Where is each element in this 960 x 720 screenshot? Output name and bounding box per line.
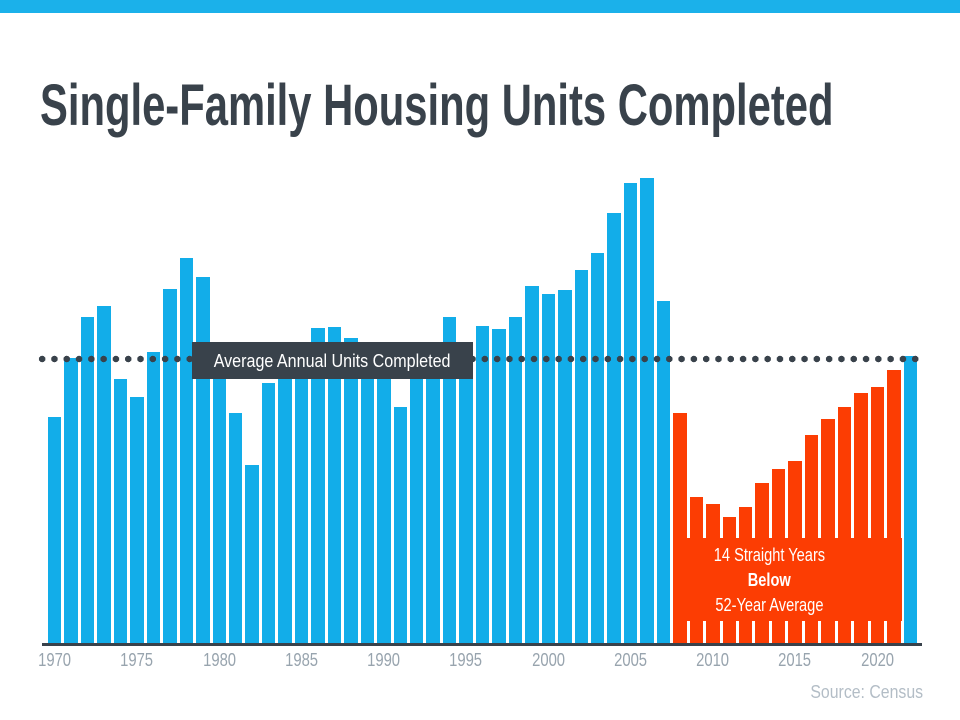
bar-1995 xyxy=(459,343,473,643)
bar-1993 xyxy=(426,351,440,643)
bar-1988 xyxy=(344,338,358,643)
source-credit: Source: Census xyxy=(810,682,923,702)
bar-1981 xyxy=(228,413,243,643)
bar-1976 xyxy=(146,352,161,643)
bar-1994 xyxy=(442,317,457,643)
x-tick-label: 2020 xyxy=(860,649,894,670)
bar-1989 xyxy=(360,355,375,643)
x-tick-1985: 1985 xyxy=(266,650,336,670)
bar-1992 xyxy=(409,372,424,643)
average-line-label-box: Average Annual Units Completed xyxy=(192,342,473,379)
bar-1986 xyxy=(311,328,325,643)
annotation-line-2: Below xyxy=(747,569,791,590)
bar-1998 xyxy=(508,317,523,643)
bar-2006 xyxy=(640,178,654,643)
top-accent-bar xyxy=(0,0,960,13)
bar-1982 xyxy=(245,465,259,643)
x-tick-label: 1970 xyxy=(38,649,72,670)
x-tick-2010: 2010 xyxy=(678,650,748,670)
x-tick-1990: 1990 xyxy=(349,650,419,670)
x-tick-label: 2015 xyxy=(778,649,812,670)
x-tick-1995: 1995 xyxy=(431,650,501,670)
x-tick-label: 1975 xyxy=(120,649,154,670)
bar-1997 xyxy=(492,329,506,643)
bar-1975 xyxy=(130,397,144,643)
x-tick-label: 1985 xyxy=(285,649,318,670)
bar-1991 xyxy=(393,407,407,643)
below-average-banner: 14 Straight Years Below 52-Year Average xyxy=(673,538,902,621)
bar-2002 xyxy=(574,270,588,643)
x-tick-1975: 1975 xyxy=(102,650,172,670)
bar-1999 xyxy=(525,286,539,643)
average-line-label: Average Annual Units Completed xyxy=(214,349,451,371)
x-tick-label: 1980 xyxy=(202,649,236,670)
bar-1979 xyxy=(196,277,210,643)
bar-1987 xyxy=(327,327,342,643)
page-title: Single-Family Housing Units Completed xyxy=(40,72,834,138)
bar-2003 xyxy=(590,253,605,643)
bar-2001 xyxy=(558,290,572,643)
x-axis-line xyxy=(42,643,922,646)
below-average-annotation: 14 Straight Years Below 52-Year Average xyxy=(673,538,865,621)
annotation-line-1: 14 Straight Years xyxy=(713,544,825,565)
bar-1978 xyxy=(179,258,194,643)
bar-1985 xyxy=(294,342,309,643)
x-tick-label: 2010 xyxy=(696,649,730,670)
x-tick-1970: 1970 xyxy=(20,650,90,670)
x-tick-1980: 1980 xyxy=(184,650,254,670)
annotation-line-3: 52-Year Average xyxy=(714,594,824,615)
bar-1973 xyxy=(97,306,111,643)
bar-1983 xyxy=(261,383,276,643)
bar-2004 xyxy=(607,213,621,643)
bar-1996 xyxy=(475,326,490,643)
bar-1974 xyxy=(113,379,128,643)
bar-1970 xyxy=(48,417,62,643)
bar-1984 xyxy=(278,355,292,643)
x-tick-label: 1995 xyxy=(449,649,483,670)
bar-1980 xyxy=(212,374,226,643)
x-tick-label: 2005 xyxy=(614,649,648,670)
x-tick-label: 1990 xyxy=(367,649,401,670)
bar-2022 xyxy=(903,356,918,643)
bar-2005 xyxy=(623,183,638,643)
x-tick-2015: 2015 xyxy=(760,650,830,670)
x-tick-2005: 2005 xyxy=(596,650,666,670)
bar-1971 xyxy=(64,358,78,643)
bar-1977 xyxy=(163,289,177,643)
x-tick-label: 2000 xyxy=(531,649,565,670)
x-tick-2020: 2020 xyxy=(842,650,912,670)
bar-2007 xyxy=(656,301,671,643)
bar-1972 xyxy=(80,317,95,643)
x-tick-2000: 2000 xyxy=(513,650,583,670)
bar-2000 xyxy=(541,294,556,643)
bar-1990 xyxy=(377,371,391,643)
average-dotted-line xyxy=(36,355,924,363)
